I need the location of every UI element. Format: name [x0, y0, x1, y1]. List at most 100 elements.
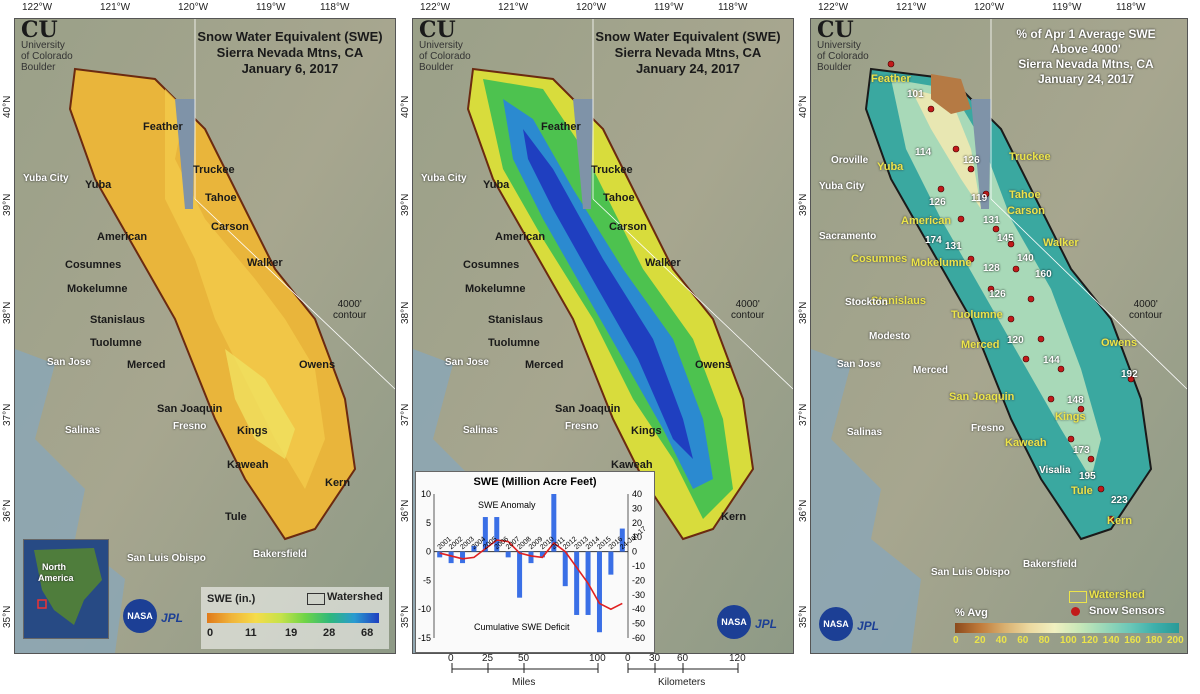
jpl-logo: JPL — [161, 611, 184, 625]
legend-tick: 180 — [1145, 635, 1163, 646]
basin-label-tuolumne: Tuolumne — [951, 309, 1003, 321]
y-right-tick: 30 — [632, 503, 642, 513]
y-right-tick: -60 — [632, 633, 645, 643]
latitude-label: 37°N — [798, 403, 809, 426]
anomaly-bar — [619, 528, 625, 552]
title-line2: Above 4000' — [1051, 42, 1121, 56]
legend-title: SWE (in.) — [207, 593, 256, 605]
latitude-label: 38°N — [798, 301, 809, 324]
city-visalia: Visalia — [1039, 465, 1071, 476]
city-sacramento: Sacramento — [819, 231, 877, 242]
basin-label-kaweah: Kaweah — [227, 459, 269, 471]
university-line3: Boulder — [21, 62, 56, 73]
map-panel-percent-avg: CU University of Colorado Boulder % of A… — [810, 18, 1188, 654]
university-line2: of Colorado — [21, 51, 73, 62]
y-left-tick: -15 — [418, 633, 431, 643]
contour-line1: 4000' — [735, 299, 760, 310]
city-san-luis-obispo: San Luis Obispo — [931, 567, 1010, 578]
longitude-label: 120°W — [974, 2, 1005, 13]
legend-watershed: Watershed — [327, 591, 383, 603]
basin-label-carson: Carson — [211, 221, 249, 233]
longitude-label: 119°W — [256, 2, 286, 13]
anomaly-bar — [505, 551, 511, 558]
latitude-label: 40°N — [798, 95, 809, 118]
legend-tick: 120 — [1081, 635, 1099, 646]
basin-label-mokelumne: Mokelumne — [465, 283, 526, 295]
legend-tick: 60 — [1017, 635, 1029, 646]
longitude-label: 119°W — [1052, 2, 1082, 13]
title-line3: January 6, 2017 — [241, 61, 339, 76]
longitude-label: 121°W — [498, 2, 529, 13]
city-oroville: Oroville — [831, 155, 869, 166]
map-title-2: Snow Water Equivalent (SWE) Sierra Nevad… — [593, 29, 783, 77]
y-left-tick: 0 — [426, 547, 431, 557]
basin-label-feather: Feather — [541, 121, 581, 133]
city-yuba-city: Yuba City — [421, 173, 467, 184]
pct-value: 192 — [1121, 369, 1138, 380]
cu-boulder-logo: CU University of Colorado Boulder — [21, 19, 73, 73]
city-stockton: Stockton — [845, 297, 888, 308]
basin-label-stanislaus: Stanislaus — [871, 295, 927, 307]
basin-label-mokelumne: Mokelumne — [67, 283, 128, 295]
watershed-swatch-icon — [307, 593, 325, 605]
basin-label-san-joaquin: San Joaquin — [949, 391, 1015, 403]
legend-tick: 140 — [1102, 635, 1120, 646]
anomaly-bar — [494, 517, 500, 552]
jpl-logo: JPL — [755, 617, 778, 631]
basin-label-san-joaquin: San Joaquin — [157, 403, 223, 415]
basin-label-walker: Walker — [645, 257, 681, 269]
basin-label-kern: Kern — [1107, 515, 1133, 527]
basin-label-kern: Kern — [325, 477, 351, 489]
legend-tick-4: 68 — [361, 627, 374, 639]
pct-value: 126 — [963, 155, 980, 166]
longitude-label: 121°W — [896, 2, 927, 13]
pct-legend: Watershed Snow Sensors % Avg 0 20 40 60 80 10… — [951, 589, 1184, 651]
title-line2: Sierra Nevada Mtns, CA — [216, 45, 364, 60]
cu-monogram-icon: CU — [21, 18, 58, 43]
basin-label-owens: Owens — [1101, 337, 1138, 349]
swe-legend: SWE (in.) Watershed 0 11 19 28 68 — [201, 587, 389, 649]
title-line4: January 24, 2017 — [1037, 72, 1135, 86]
map-panel-jan6: CU University of Colorado Boulder Snow W… — [14, 18, 396, 654]
basin-label-kings: Kings — [631, 425, 662, 437]
latitude-label: 37°N — [2, 403, 13, 426]
legend-tick: 160 — [1124, 635, 1141, 646]
basin-label-stanislaus: Stanislaus — [488, 314, 544, 326]
y-right-tick: -50 — [632, 619, 645, 629]
city-bakersfield: Bakersfield — [253, 549, 307, 560]
nasa-logo: NASA — [123, 599, 157, 633]
pct-color-ramp — [955, 623, 1179, 633]
latitude-label: 35°N — [400, 605, 411, 628]
y-right-tick: -20 — [632, 575, 645, 585]
y-right-tick: 40 — [632, 489, 642, 499]
pct-value: 160 — [1035, 269, 1052, 280]
basin-label-tuolumne: Tuolumne — [488, 337, 540, 349]
contour-label-2: 4000' contour — [731, 299, 764, 321]
pct-value: 131 — [983, 215, 1000, 226]
terrain-basemap-3 — [811, 19, 1187, 653]
university-line3: Boulder — [419, 62, 454, 73]
scale-tick: 50 — [518, 653, 530, 664]
basin-label-truckee: Truckee — [193, 164, 235, 176]
basin-label-carson: Carson — [609, 221, 647, 233]
basin-label-kings: Kings — [1055, 411, 1086, 423]
basin-label-walker: Walker — [247, 257, 283, 269]
longitude-label: 118°W — [718, 2, 748, 13]
latitude-label: 39°N — [400, 193, 411, 216]
longitude-label: 118°W — [1116, 2, 1146, 13]
city-fresno: Fresno — [173, 421, 207, 432]
basin-label-kern: Kern — [721, 511, 747, 523]
cu-boulder-logo-3: CU University of Colorado Boulder — [817, 19, 869, 73]
scale-bar: 0 25 50 100 0 30 60 120 Miles Kilometers — [440, 653, 760, 689]
basin-label-merced: Merced — [961, 339, 1000, 351]
anomaly-bar — [517, 551, 523, 598]
city-merced: Merced — [913, 365, 949, 376]
pct-value: 119 — [971, 193, 988, 204]
legend-tick-3: 28 — [323, 627, 336, 639]
basin-label-cosumnes: Cosumnes — [851, 253, 908, 265]
contour-line2: contour — [731, 310, 765, 321]
university-line3: Boulder — [817, 62, 852, 73]
basin-label-yuba: Yuba — [483, 179, 510, 191]
longitude-label: 118°W — [320, 2, 350, 13]
basin-label-tuolumne: Tuolumne — [90, 337, 142, 349]
